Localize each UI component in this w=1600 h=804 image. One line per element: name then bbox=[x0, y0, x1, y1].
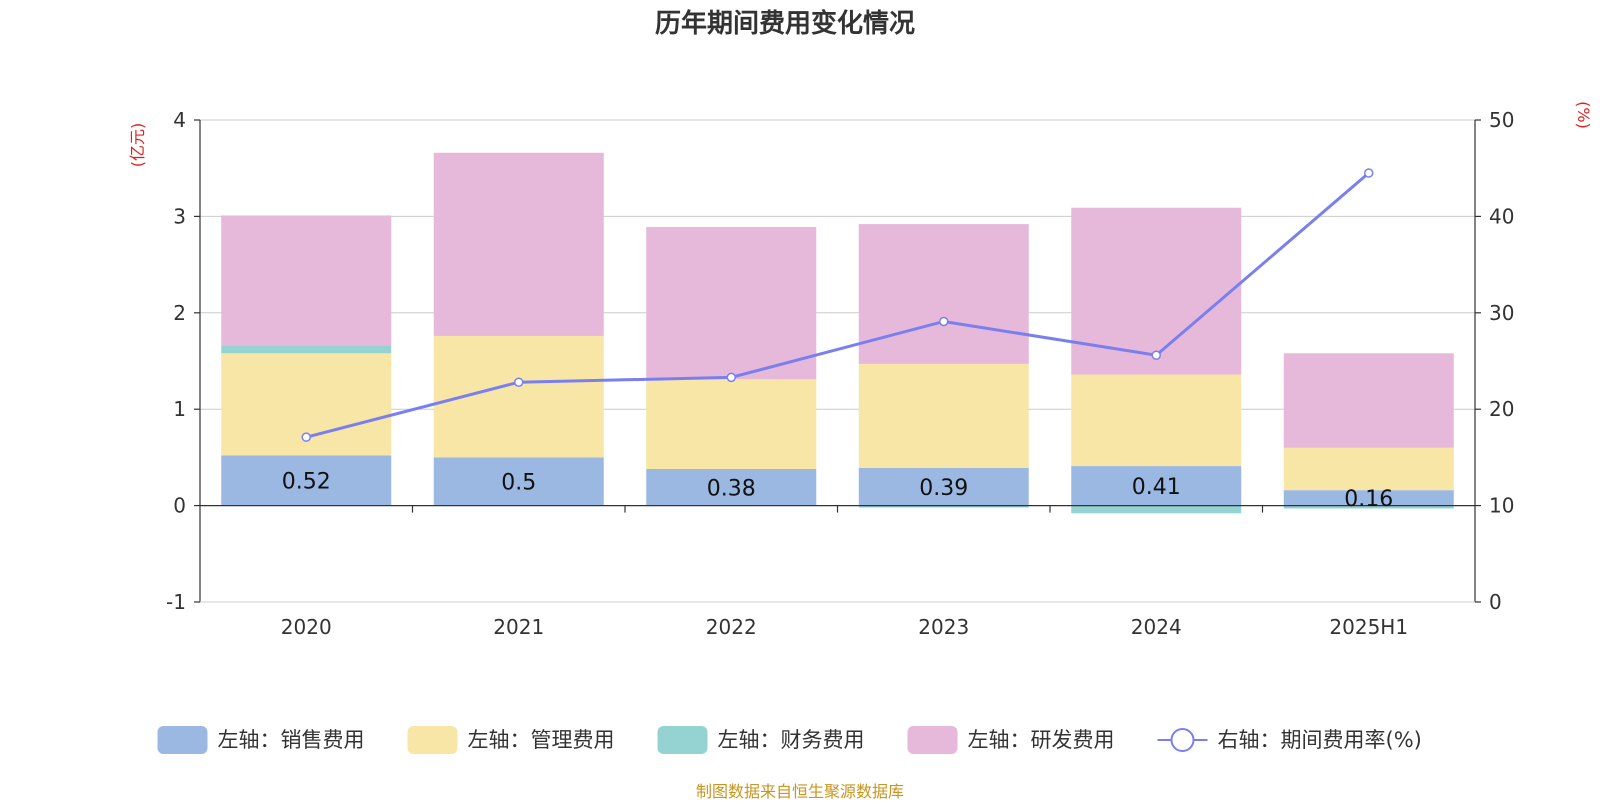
source-note: 制图数据来自恒生聚源数据库 bbox=[695, 782, 904, 801]
bar-segment bbox=[1283, 447, 1454, 491]
bar-segment bbox=[858, 505, 1029, 508]
data-label: 0.52 bbox=[282, 470, 331, 495]
data-label: 0.5 bbox=[501, 471, 536, 496]
x-tick-label: 2025H1 bbox=[1329, 615, 1408, 639]
legend-swatch bbox=[157, 726, 208, 754]
x-tick-label: 2022 bbox=[706, 615, 757, 639]
rate-point bbox=[301, 432, 311, 442]
bar-segment bbox=[858, 224, 1029, 364]
bar-segment bbox=[1071, 505, 1242, 514]
bar-segment bbox=[221, 345, 392, 354]
right-tick-label: 40 bbox=[1489, 204, 1514, 228]
data-label: 0.41 bbox=[1132, 475, 1181, 500]
rate-point bbox=[1151, 350, 1161, 360]
right-tick-label: 30 bbox=[1489, 301, 1514, 325]
right-tick-label: 0 bbox=[1489, 590, 1502, 614]
bar-segment bbox=[1283, 505, 1454, 509]
legend-label: 右轴：期间费用率(%) bbox=[1218, 728, 1422, 752]
x-tick-label: 2023 bbox=[918, 615, 969, 639]
left-tick-label: 2 bbox=[173, 301, 186, 325]
bar-segment bbox=[1283, 490, 1454, 506]
rate-point bbox=[1364, 168, 1374, 178]
legend-item[interactable]: 左轴：销售费用 bbox=[157, 726, 365, 754]
right-tick-label: 20 bbox=[1489, 397, 1514, 421]
right-tick-label: 50 bbox=[1489, 108, 1514, 132]
data-label: 0.16 bbox=[1344, 487, 1393, 512]
legend-item[interactable]: 左轴：财务费用 bbox=[657, 726, 865, 754]
legend-label: 左轴：销售费用 bbox=[218, 728, 365, 752]
data-label: 0.38 bbox=[707, 476, 756, 501]
data-label: 0.39 bbox=[919, 476, 968, 501]
chart-title: 历年期间费用变化情况 bbox=[655, 8, 915, 39]
bar-segment bbox=[221, 215, 392, 346]
left-tick-label: 1 bbox=[173, 397, 186, 421]
legend-item[interactable]: 左轴：管理费用 bbox=[407, 726, 615, 754]
left-tick-label: 0 bbox=[173, 494, 186, 518]
right-tick-label: 10 bbox=[1489, 494, 1514, 518]
bar-segment bbox=[646, 468, 817, 506]
legend-swatch bbox=[407, 726, 458, 754]
legend-label: 左轴：研发费用 bbox=[968, 728, 1115, 752]
data-labels: 0.52 0.5 0.38 0.39 0.41 0.16 bbox=[282, 470, 1393, 512]
bar-segment bbox=[1283, 353, 1454, 448]
rate-point bbox=[939, 316, 949, 327]
bar-segment bbox=[646, 227, 817, 380]
left-axis-unit: (亿元) bbox=[128, 123, 147, 168]
legend-marker bbox=[1170, 728, 1195, 752]
bars bbox=[221, 152, 1454, 514]
legend[interactable]: 左轴：销售费用 左轴：管理费用 左轴：财务费用 左轴：研发费用 右轴：期间费用率(%) bbox=[157, 726, 1422, 754]
legend-label: 左轴：财务费用 bbox=[718, 728, 865, 752]
bar-segment bbox=[221, 455, 392, 506]
bar-segment bbox=[858, 468, 1029, 506]
x-tick-label: 2021 bbox=[493, 615, 544, 639]
rate-point bbox=[514, 377, 524, 387]
legend-item[interactable]: 右轴：期间费用率(%) bbox=[1157, 728, 1422, 752]
left-tick-label: -1 bbox=[166, 590, 186, 614]
rate-point bbox=[726, 372, 736, 383]
bar-segment bbox=[433, 152, 604, 336]
rate-line bbox=[301, 168, 1374, 442]
left-tick-label: 3 bbox=[173, 204, 186, 228]
legend-label: 左轴：管理费用 bbox=[468, 728, 615, 752]
bar-segment bbox=[1071, 207, 1242, 375]
x-tick-label: 2024 bbox=[1131, 615, 1182, 639]
x-tick-label: 2020 bbox=[281, 615, 332, 639]
legend-item[interactable]: 左轴：研发费用 bbox=[907, 726, 1115, 754]
legend-swatch bbox=[907, 726, 958, 754]
bar-segment bbox=[1071, 374, 1242, 467]
right-axis-unit: (%) bbox=[1574, 101, 1593, 129]
legend-swatch bbox=[657, 726, 708, 754]
bar-segment bbox=[433, 457, 604, 506]
rate-line-path bbox=[305, 171, 1370, 439]
bar-segment bbox=[1071, 466, 1242, 506]
bar-segment bbox=[646, 379, 817, 469]
bar-segment bbox=[858, 363, 1029, 469]
left-tick-label: 4 bbox=[173, 108, 186, 132]
